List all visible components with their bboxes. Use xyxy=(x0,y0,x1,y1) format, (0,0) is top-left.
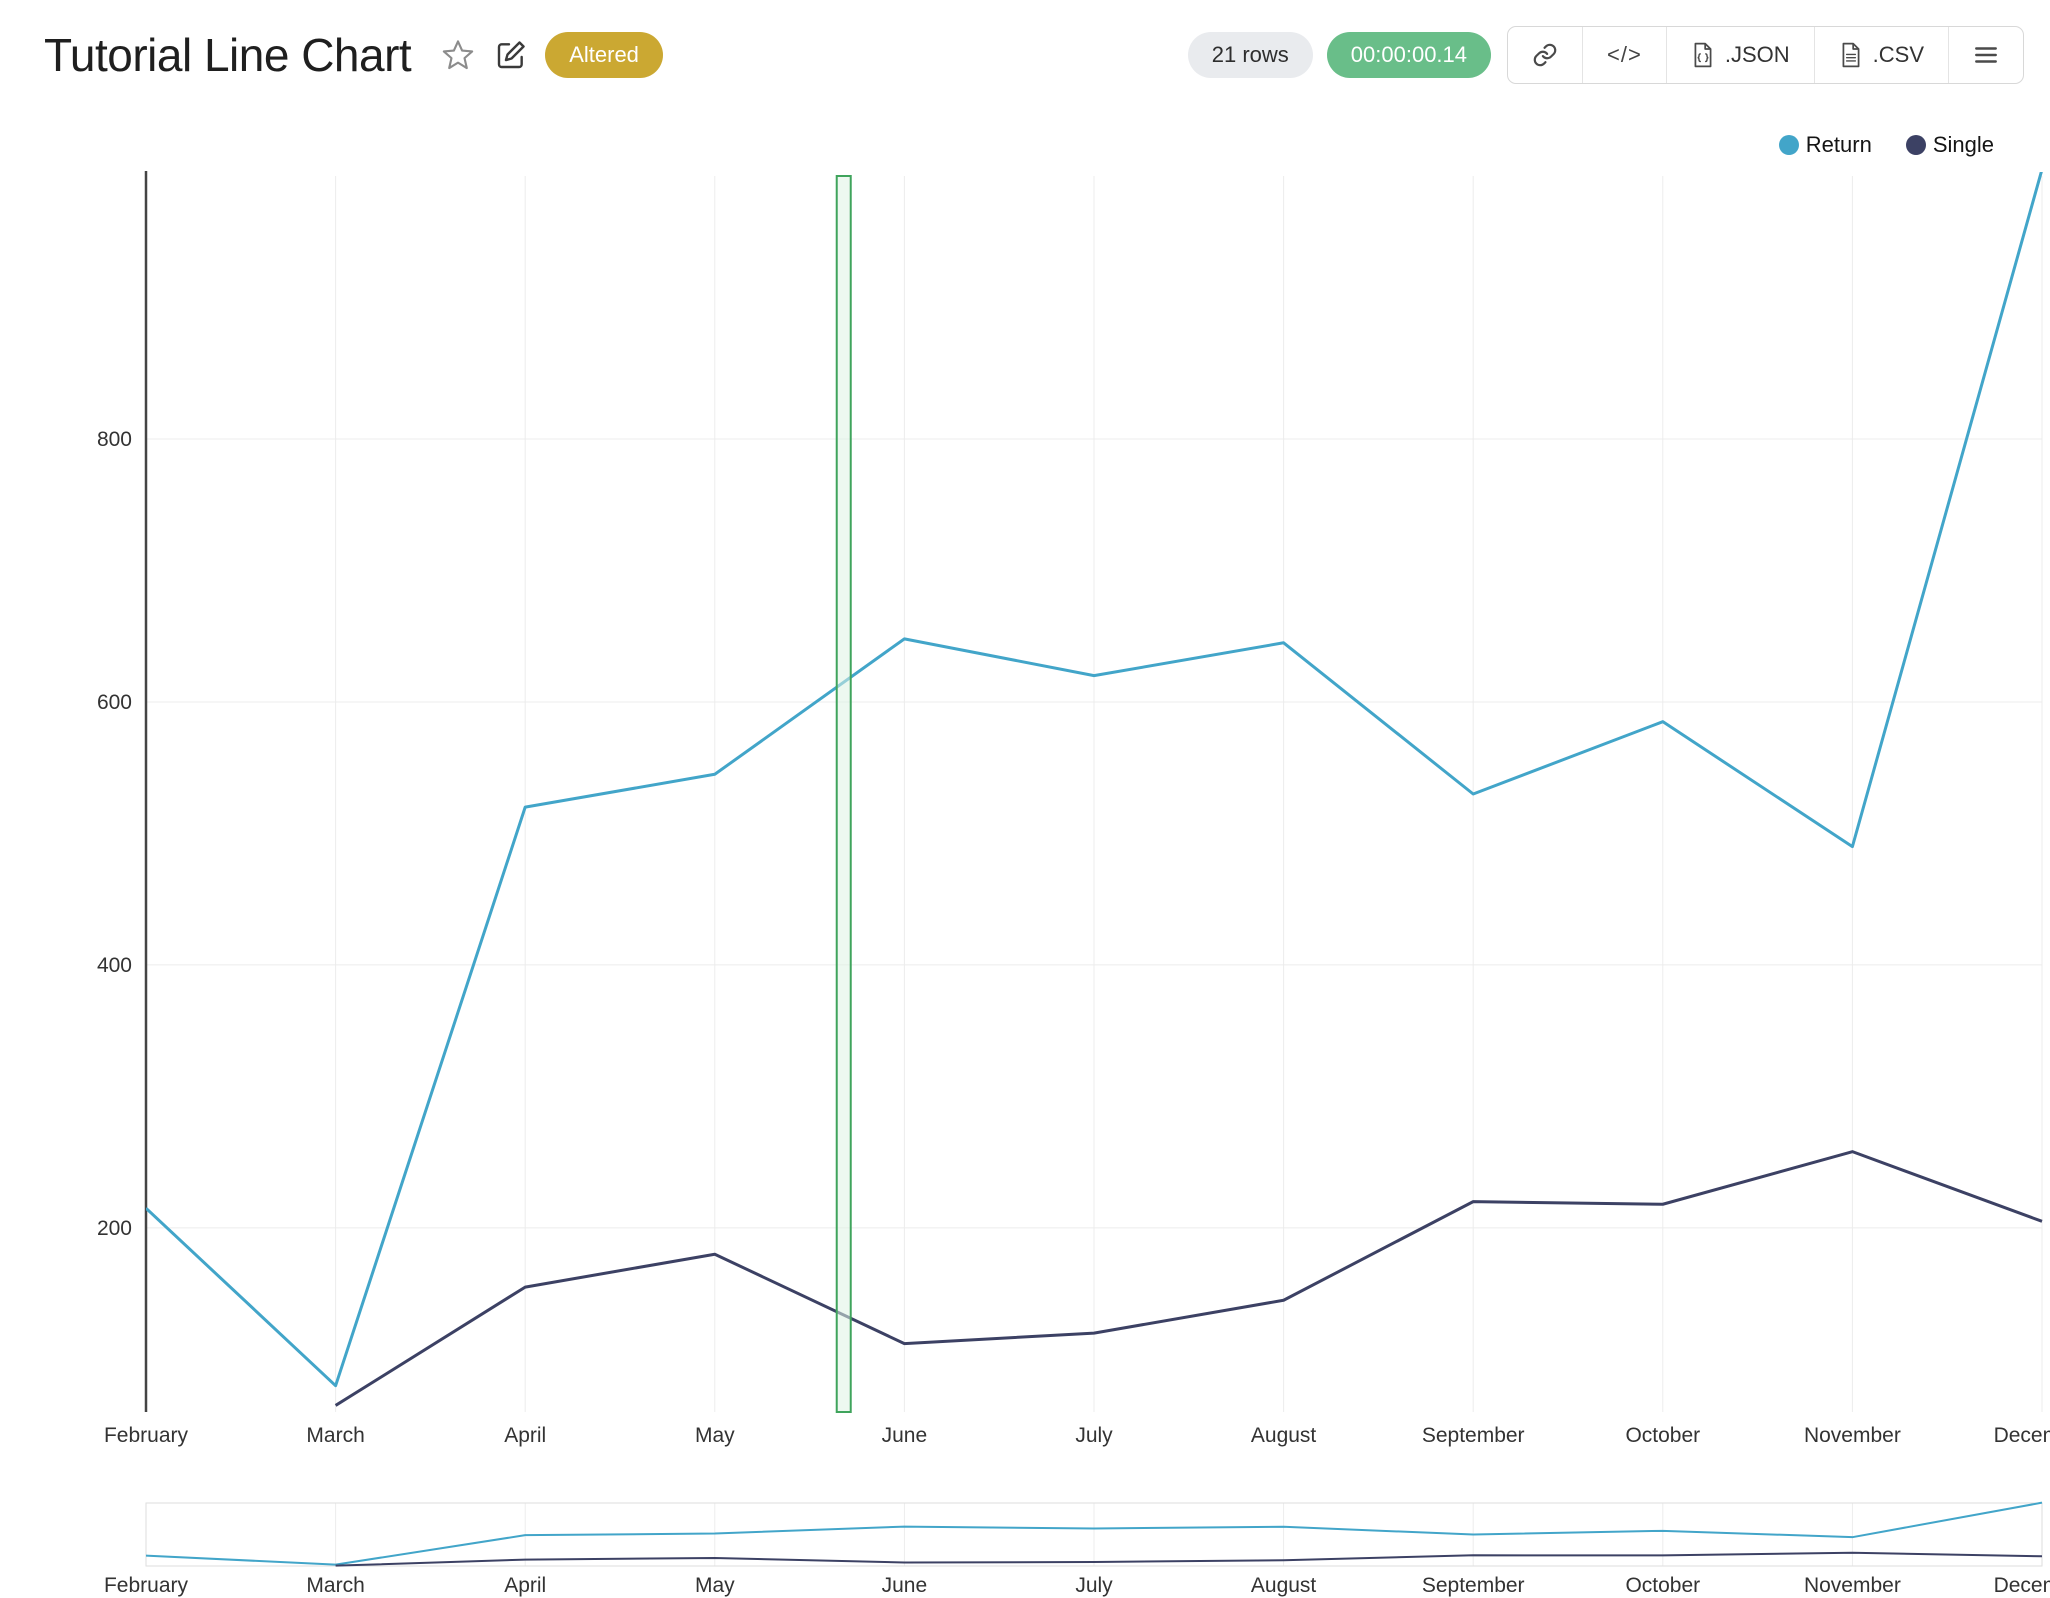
json-button-label: .JSON xyxy=(1724,42,1790,67)
y-axis-label: 200 xyxy=(97,1217,132,1240)
series-line-return xyxy=(146,172,2043,1388)
elapsed-time-badge: 00:00:00.14 xyxy=(1326,32,1492,78)
x-axis-label: September xyxy=(1422,1424,1525,1447)
csv-button-label: .CSV xyxy=(1872,42,1924,67)
csv-file-icon xyxy=(1842,42,1860,68)
page-title: Tutorial Line Chart xyxy=(44,29,412,81)
favorite-star-button[interactable] xyxy=(441,38,475,72)
mini-x-axis-label: April xyxy=(504,1574,546,1597)
mini-x-axis-label: December xyxy=(1994,1574,2050,1597)
range-slider-frame[interactable] xyxy=(145,1502,2043,1567)
mini-series-line-single xyxy=(335,1551,2043,1567)
edit-pencil-icon xyxy=(498,41,525,69)
x-axis-label: February xyxy=(104,1424,189,1447)
copy-link-button[interactable] xyxy=(1508,27,1582,83)
download-csv-button[interactable]: .CSV xyxy=(1813,27,1948,83)
mini-x-axis-label: July xyxy=(1075,1574,1113,1597)
line-chart[interactable]: February February March March April April May M… xyxy=(0,170,2050,1598)
series-line-single xyxy=(334,1150,2043,1407)
embed-code-button[interactable]: </> xyxy=(1582,27,1666,83)
mini-x-axis-label: June xyxy=(882,1574,928,1597)
star-icon xyxy=(442,40,474,70)
x-axis-label: November xyxy=(1804,1424,1901,1447)
y-axis-label: 800 xyxy=(97,428,132,451)
x-axis-label: August xyxy=(1251,1424,1317,1447)
x-axis-label: July xyxy=(1075,1424,1113,1447)
y-axis-label: 600 xyxy=(97,691,132,714)
row-count-badge: 21 rows xyxy=(1187,32,1313,78)
legend-item-return[interactable]: Return xyxy=(1778,132,1872,158)
x-axis-label: June xyxy=(882,1424,928,1447)
single-series-swatch xyxy=(1905,135,1926,155)
json-file-icon xyxy=(1694,42,1712,68)
mini-x-axis-label: August xyxy=(1251,1574,1317,1597)
return-series-swatch xyxy=(1778,135,1799,155)
code-icon: </> xyxy=(1607,42,1642,67)
mini-x-axis-label: March xyxy=(306,1574,364,1597)
legend-item-single[interactable]: Single xyxy=(1905,132,1994,158)
mini-x-axis-label: November xyxy=(1804,1574,1901,1597)
mini-series-line-return xyxy=(145,1501,2043,1566)
x-axis-label: April xyxy=(504,1424,546,1447)
x-axis-label: December xyxy=(1994,1424,2050,1447)
download-json-button[interactable]: .JSON xyxy=(1665,27,1814,83)
mini-x-axis-label: October xyxy=(1625,1574,1700,1597)
edit-title-button[interactable] xyxy=(495,39,527,71)
mini-x-axis-label: February xyxy=(104,1574,189,1597)
x-axis-label: March xyxy=(306,1424,364,1447)
mini-x-axis-label: September xyxy=(1422,1574,1525,1597)
x-axis-label: October xyxy=(1625,1424,1700,1447)
single-legend-label: Single xyxy=(1932,132,1994,157)
y-axis-label: 400 xyxy=(97,954,132,977)
altered-badge: Altered xyxy=(545,32,663,78)
x-axis-label: May xyxy=(695,1424,735,1447)
chart-legend: Return Single xyxy=(1778,132,1994,158)
export-toolbar: </> .JSON .CSV xyxy=(1507,26,2024,84)
hamburger-menu-icon xyxy=(1975,47,1997,63)
mini-x-axis-label: May xyxy=(695,1574,735,1597)
selection-band[interactable] xyxy=(835,175,852,1413)
link-icon xyxy=(1533,43,1557,67)
header: Tutorial Line Chart Altered 21 rows 00:0… xyxy=(0,0,2050,110)
return-legend-label: Return xyxy=(1805,132,1872,157)
menu-button[interactable] xyxy=(1948,27,2023,83)
